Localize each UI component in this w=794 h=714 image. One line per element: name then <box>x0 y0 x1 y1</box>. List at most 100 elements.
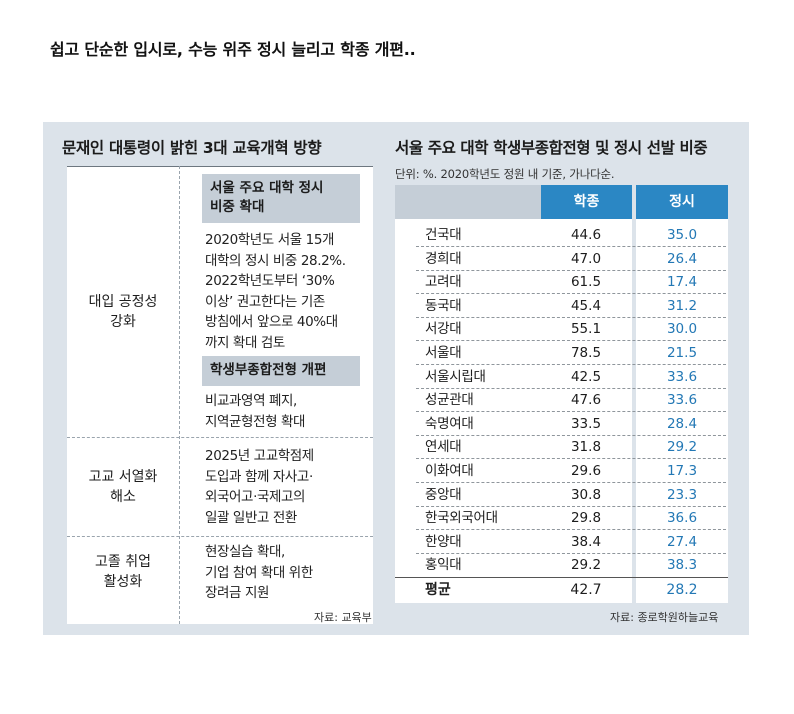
row-divider <box>416 552 726 554</box>
paragraph-line: 일괄 일반고 전환 <box>205 509 297 526</box>
category-admission-fairness: 대입 공정성 강화 <box>67 292 179 332</box>
row-divider <box>416 269 726 271</box>
category-employment: 고졸 취업 활성화 <box>67 552 179 592</box>
table-header-blank <box>395 185 541 219</box>
hakjong-value: 33.5 <box>570 415 602 432</box>
row-divider <box>416 316 726 318</box>
jungsi-value: 27.4 <box>666 533 698 550</box>
column-header-hakjong: 학종 <box>541 185 632 219</box>
paragraph-line: 기업 참여 확대 위한 <box>205 564 313 581</box>
university-name: 한양대 <box>425 533 462 550</box>
university-name: 이화여대 <box>425 463 474 479</box>
average-divider <box>395 577 728 578</box>
paragraph-line: 장려금 지원 <box>205 585 269 601</box>
paragraph-hakjong: 비교과영역 폐지, 지역균형전형 확대 <box>205 391 370 432</box>
paragraph-line: 현장실습 확대, <box>205 544 285 560</box>
university-name: 성균관대 <box>425 392 474 409</box>
paragraph-school-ranking: 2025년 고교학점제 도입과 함께 자사고· 외국어고·국제고의 일괄 일반고… <box>205 446 370 528</box>
column-header-jungsi: 정시 <box>636 185 728 219</box>
hakjong-value: 29.6 <box>570 463 602 479</box>
average-hakjong-value: 42.7 <box>570 582 602 598</box>
left-source: 자료: 교육부 <box>314 611 372 624</box>
university-name: 서울시립대 <box>425 368 486 385</box>
university-name: 홍익대 <box>425 557 462 574</box>
jungsi-value: 17.3 <box>666 463 698 479</box>
left-section-title: 문재인 대통령이 밝힌 3대 교육개혁 방향 <box>62 139 322 157</box>
category-label-line: 강화 <box>110 314 136 330</box>
jungsi-value: 36.6 <box>666 510 698 527</box>
category-label-line: 활성화 <box>103 574 143 590</box>
row-divider <box>416 505 726 507</box>
subhead-line: 학생부종합전형 개편 <box>210 362 327 378</box>
paragraph-line: 비교과영역 폐지, <box>205 393 297 409</box>
category-school-ranking: 고교 서열화 해소 <box>67 467 179 507</box>
hakjong-value: 44.6 <box>570 227 602 243</box>
category-label-line: 해소 <box>110 489 136 505</box>
jungsi-value: 17.4 <box>666 274 698 291</box>
table-body-name-column <box>395 219 541 603</box>
jungsi-value: 21.5 <box>666 345 698 361</box>
jungsi-value: 33.6 <box>666 368 698 385</box>
paragraph-line: 2025년 고교학점제 <box>205 448 314 464</box>
university-name: 서울대 <box>425 345 462 361</box>
paragraph-jungsi: 2020학년도 서울 15개 대학의 정시 비중 28.2%. 2022학년도부… <box>205 230 370 353</box>
jungsi-value: 31.2 <box>666 297 698 314</box>
university-name: 중앙대 <box>425 486 462 503</box>
subhead-hakjong-reform: 학생부종합전형 개편 <box>202 356 360 386</box>
paragraph-line: 방침에서 앞으로 40%대 <box>205 314 338 330</box>
paragraph-employment: 현장실습 확대, 기업 참여 확대 위한 장려금 지원 <box>205 542 370 604</box>
paragraph-line: 이상’ 권고한다는 기존 <box>205 293 325 310</box>
subhead-line: 비중 확대 <box>210 199 265 215</box>
paragraph-line: 도입과 함께 자사고· <box>205 468 313 485</box>
row-divider <box>416 387 726 389</box>
reform-row-divider <box>67 437 373 438</box>
hakjong-value: 42.5 <box>570 368 602 385</box>
reform-row-divider <box>67 536 373 537</box>
row-divider <box>416 458 726 460</box>
hakjong-value: 55.1 <box>570 321 602 338</box>
hakjong-value: 78.5 <box>570 345 602 361</box>
university-name: 동국대 <box>425 297 462 314</box>
category-label-line: 대입 공정성 <box>88 294 158 310</box>
jungsi-value: 30.0 <box>666 321 698 338</box>
row-divider <box>416 434 726 436</box>
university-name: 고려대 <box>425 274 462 291</box>
hakjong-value: 45.4 <box>570 297 602 314</box>
jungsi-value: 23.3 <box>666 486 698 503</box>
article-headline: 쉽고 단순한 입시로, 수능 위주 정시 늘리고 학종 개편.. <box>50 40 416 59</box>
reform-table <box>67 166 373 624</box>
row-divider <box>416 364 726 365</box>
jungsi-value: 38.3 <box>666 557 698 574</box>
university-name: 한국외국어대 <box>425 510 498 527</box>
jungsi-value: 33.6 <box>666 392 698 409</box>
hakjong-value: 38.4 <box>570 533 602 550</box>
row-divider <box>416 529 726 531</box>
subhead-line: 서울 주요 대학 정시 <box>210 180 324 196</box>
hakjong-value: 61.5 <box>570 274 602 291</box>
reform-table-column-divider <box>179 166 180 624</box>
paragraph-line: 외국어고·국제고의 <box>205 489 306 505</box>
university-name: 숙명여대 <box>425 415 474 432</box>
hakjong-value: 31.8 <box>570 439 602 456</box>
right-section-title: 서울 주요 대학 학생부종합전형 및 정시 선발 비중 <box>395 139 708 157</box>
row-divider <box>416 482 726 483</box>
hakjong-value: 30.8 <box>570 486 602 503</box>
unit-note: 단위: %. 2020학년도 정원 내 기준, 가나다순. <box>395 167 615 181</box>
university-name: 서강대 <box>425 321 462 338</box>
table-body-jungsi-column <box>636 219 728 603</box>
jungsi-value: 29.2 <box>666 439 698 456</box>
category-label-line: 고교 서열화 <box>88 469 158 485</box>
hakjong-value: 47.0 <box>570 250 602 267</box>
paragraph-line: 까지 확대 검토 <box>205 334 285 351</box>
university-name: 경희대 <box>425 250 462 267</box>
hakjong-value: 47.6 <box>570 392 602 409</box>
category-label-line: 고졸 취업 <box>95 554 151 570</box>
row-divider <box>416 340 726 342</box>
hakjong-value: 29.8 <box>570 510 602 527</box>
row-divider <box>416 246 726 247</box>
average-jungsi-value: 28.2 <box>666 582 698 598</box>
table-body-hakjong-column <box>541 219 632 603</box>
paragraph-line: 대학의 정시 비중 28.2%. <box>205 252 346 269</box>
row-divider <box>416 411 726 413</box>
subhead-jungsi-expansion: 서울 주요 대학 정시 비중 확대 <box>202 174 360 223</box>
